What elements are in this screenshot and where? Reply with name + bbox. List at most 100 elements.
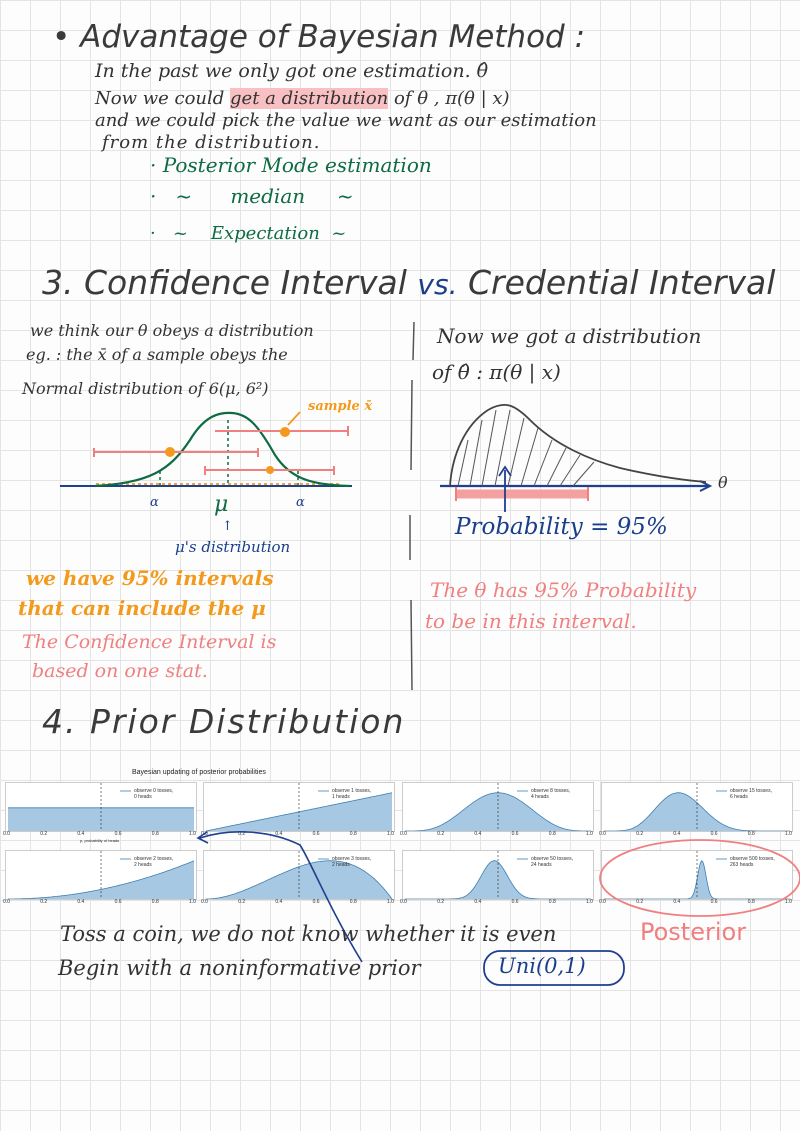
legend-text: 6 heads: [730, 794, 748, 800]
interval-3-point: [266, 466, 274, 474]
bayes-panel-5: observe 2 tosses, 2 heads: [5, 850, 197, 900]
x-tick-label: 0.2: [40, 899, 48, 905]
x-tick-label: 0.0: [400, 899, 407, 905]
x-tick-label: 0.4: [275, 899, 283, 905]
x-tick-label: 0.8: [747, 831, 755, 837]
ci-pink-line2: based on one stat.: [32, 660, 208, 682]
highlighted-phrase: get a distribution: [230, 88, 389, 109]
xlabel-heads: p, probability of heads: [80, 838, 120, 843]
x-tick-label: 0.4: [474, 831, 482, 837]
x-tick-label: 0.8: [548, 899, 556, 905]
prior-arrow: [199, 831, 363, 963]
legend-text: observe 2 tosses,: [134, 856, 173, 862]
x-tick-label: 0.8: [151, 831, 159, 837]
x-tick-label: 0.4: [474, 899, 482, 905]
bayes-panel-plot: observe 8 tosses,4 heads: [405, 783, 591, 832]
x-tick-label: 0.2: [238, 831, 246, 837]
bayes-panel-6: observe 3 tosses, 2 heads: [203, 850, 395, 900]
x-tick-label: 0.4: [275, 831, 283, 837]
cr-pink-line1: The θ has 95% Probability: [430, 578, 697, 602]
section1-line4: from the distribution.: [102, 132, 321, 153]
bayes-panel-3: observe 8 tosses, 4 heads: [402, 782, 594, 832]
x-tick-label: 0.4: [673, 899, 681, 905]
prior-arrow-head: [196, 831, 209, 844]
legend-text: observe 8 tosses,: [531, 788, 570, 794]
x-tick-label: 0.2: [636, 899, 644, 905]
cr-line1: Now we got a distribution: [437, 324, 702, 348]
x-tick-label: 0.0: [400, 831, 407, 837]
legend-text: observe 15 tosses,: [730, 788, 772, 794]
bullet-posterior-mode: · Posterior Mode estimation: [150, 153, 432, 177]
legend-text: 2 heads: [332, 862, 350, 868]
bayes-panel-plot: observe 2 tosses,2 heads: [8, 851, 195, 900]
posterior-hatch: [457, 409, 595, 487]
legend-text: observe 0 tosses,: [134, 788, 173, 794]
x-tick-label: 0.8: [151, 899, 159, 905]
mu-distribution-label: μ's distribution: [175, 538, 291, 556]
x-tick-label: 0.6: [114, 899, 122, 905]
x-tick-label: 0.0: [3, 831, 10, 837]
bayes-panel-8: observe 500 tosses, 263 heads: [601, 850, 793, 900]
legend-text: 1 heads: [332, 794, 350, 800]
section1-line3: and we could pick the value we want as o…: [95, 110, 597, 131]
ci-line1: we think our θ obeys a distribution: [30, 321, 314, 340]
up-arrow-label: ↑: [222, 519, 233, 534]
credible-interval-ends: [455, 487, 589, 501]
x-tick-label: 1.0: [387, 899, 394, 905]
x-tick-label: 0.2: [437, 899, 445, 905]
section1-line2: Now we could get a distribution of θ , π…: [95, 88, 510, 109]
normal-curve: [94, 411, 351, 488]
bayes-panel-2: observe 1 tosses, 1 heads: [203, 782, 395, 832]
x-tick-label: 0.8: [548, 831, 556, 837]
x-tick-label: 0.2: [238, 899, 246, 905]
posterior-line: [206, 860, 393, 900]
x-tick-label: 1.0: [387, 831, 394, 837]
legend-text: observe 1 tosses,: [332, 788, 371, 794]
ci-orange-line1: we have 95% intervals: [26, 566, 274, 590]
ci-line2: eg. : the x̄ of a sample obeys the: [26, 345, 288, 364]
x-tick-label: 0.6: [511, 899, 519, 905]
x-tick-label: 0.0: [201, 899, 208, 905]
section3-title: 3. Confidence Interval vs. Credential In…: [42, 263, 776, 302]
legend-text: observe 3 tosses,: [332, 856, 371, 862]
bayes-panel-4: observe 15 tosses, 6 heads: [601, 782, 793, 832]
mu-label: μ: [214, 492, 229, 517]
x-tick-label: 0.8: [349, 831, 357, 837]
x-tick-label: 0.2: [437, 831, 445, 837]
sample-xbar-label: sample x̄: [308, 399, 373, 414]
interval-1: [93, 448, 259, 457]
x-tick-label: 0.8: [349, 899, 357, 905]
legend-text: 2 heads: [134, 862, 152, 868]
posterior-line: [8, 860, 195, 900]
posterior-area: [8, 860, 194, 899]
bayes-panel-plot: observe 0 tosses,0 heads: [8, 783, 194, 831]
x-tick-label: 0.2: [40, 831, 48, 837]
bayes-panel-1: observe 0 tosses, 0 heads: [5, 782, 197, 832]
note-line1: Toss a coin, we do not know whether it i…: [60, 922, 557, 946]
x-tick-label: 0.6: [312, 831, 320, 837]
figure-title: Bayesian updating of posterior probabili…: [132, 769, 266, 776]
x-tick-label: 0.8: [747, 899, 755, 905]
posterior-circle: [599, 839, 800, 917]
cr-pink-line2: to be in this interval.: [425, 609, 637, 633]
x-tick-label: 1.0: [189, 899, 196, 905]
posterior-curve: [449, 403, 707, 487]
vs-label: vs.: [417, 268, 458, 301]
interval-1-point: [165, 447, 175, 457]
ci-pink-line1: The Confidence Interval is: [22, 631, 277, 653]
probability-95-label: Probability = 95%: [455, 514, 668, 540]
x-tick-label: 1.0: [189, 831, 196, 837]
x-tick-label: 0.4: [77, 899, 85, 905]
ci-line3: Normal distribution of 6(μ, 6²): [22, 379, 269, 398]
x-tick-label: 0.6: [710, 831, 718, 837]
x-tick-label: 0.6: [511, 831, 519, 837]
bullet-expectation: · ~ Expectation ~: [150, 223, 347, 244]
bayes-panel-7: observe 50 tosses, 24 heads: [402, 850, 594, 900]
x-tick-label: 1.0: [785, 831, 792, 837]
sample-arrow: [287, 411, 301, 426]
x-tick-label: 0.6: [312, 899, 320, 905]
bullet-median: · ~ median ~: [150, 184, 354, 208]
legend-text: 4 heads: [531, 794, 549, 800]
